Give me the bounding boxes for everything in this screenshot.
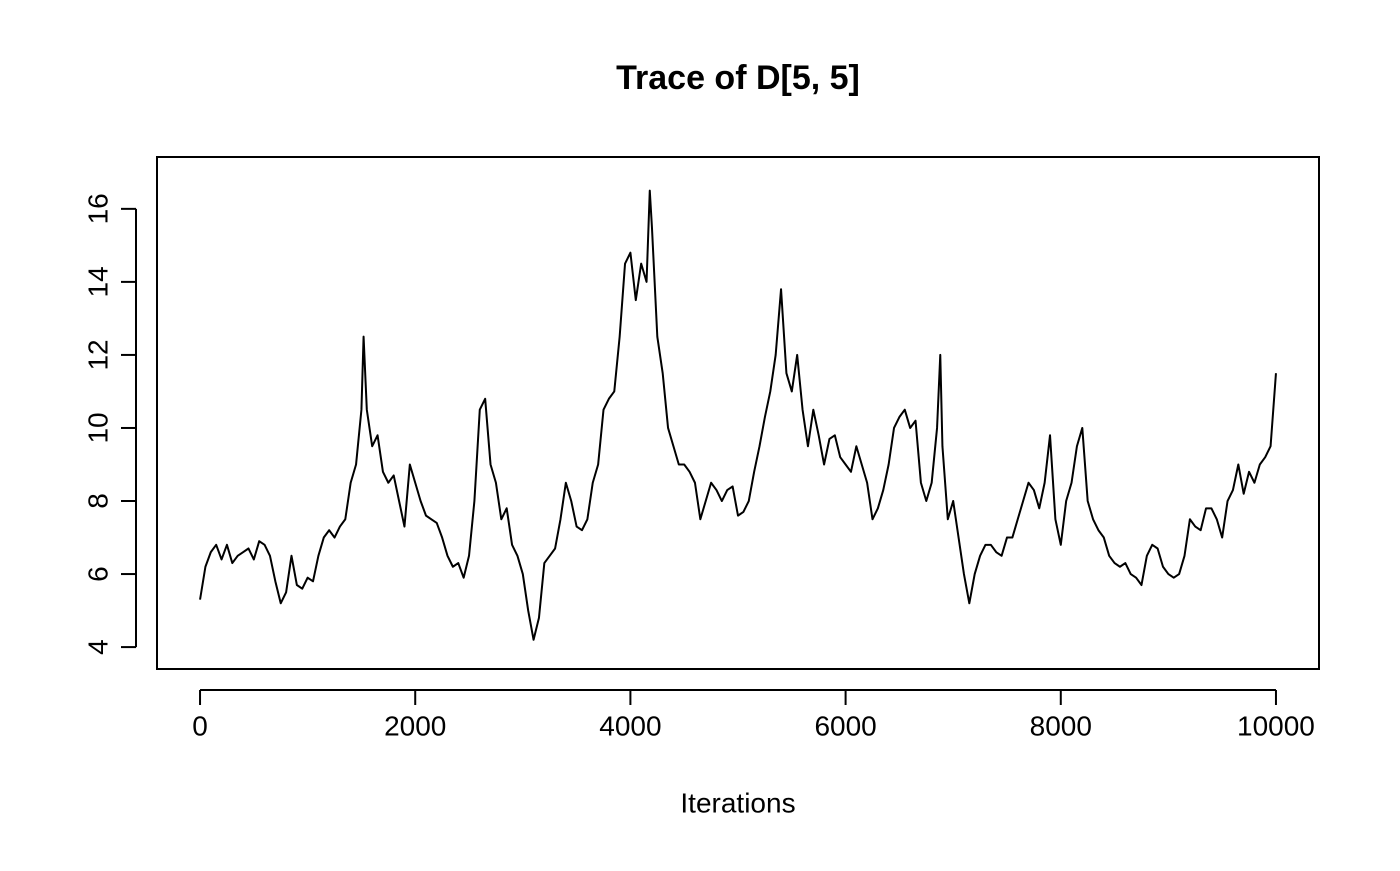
y-tick-label: 8 xyxy=(82,493,113,509)
y-tick-label: 10 xyxy=(82,412,113,443)
x-tick-label: 2000 xyxy=(384,710,446,741)
y-tick-label: 12 xyxy=(82,339,113,370)
x-tick-label: 8000 xyxy=(1030,710,1092,741)
x-tick-label: 6000 xyxy=(814,710,876,741)
x-tick-label: 4000 xyxy=(599,710,661,741)
chart-title: Trace of D[5, 5] xyxy=(616,59,860,97)
y-tick-label: 4 xyxy=(82,639,113,655)
x-tick-label: 10000 xyxy=(1237,710,1315,741)
x-tick-label: 0 xyxy=(192,710,208,741)
y-tick-label: 6 xyxy=(82,566,113,582)
x-axis-label: Iterations xyxy=(680,787,795,818)
trace-line xyxy=(199,189,1277,641)
y-tick-label: 14 xyxy=(82,266,113,297)
y-tick-label: 16 xyxy=(82,193,113,224)
plot-frame xyxy=(156,156,1320,670)
